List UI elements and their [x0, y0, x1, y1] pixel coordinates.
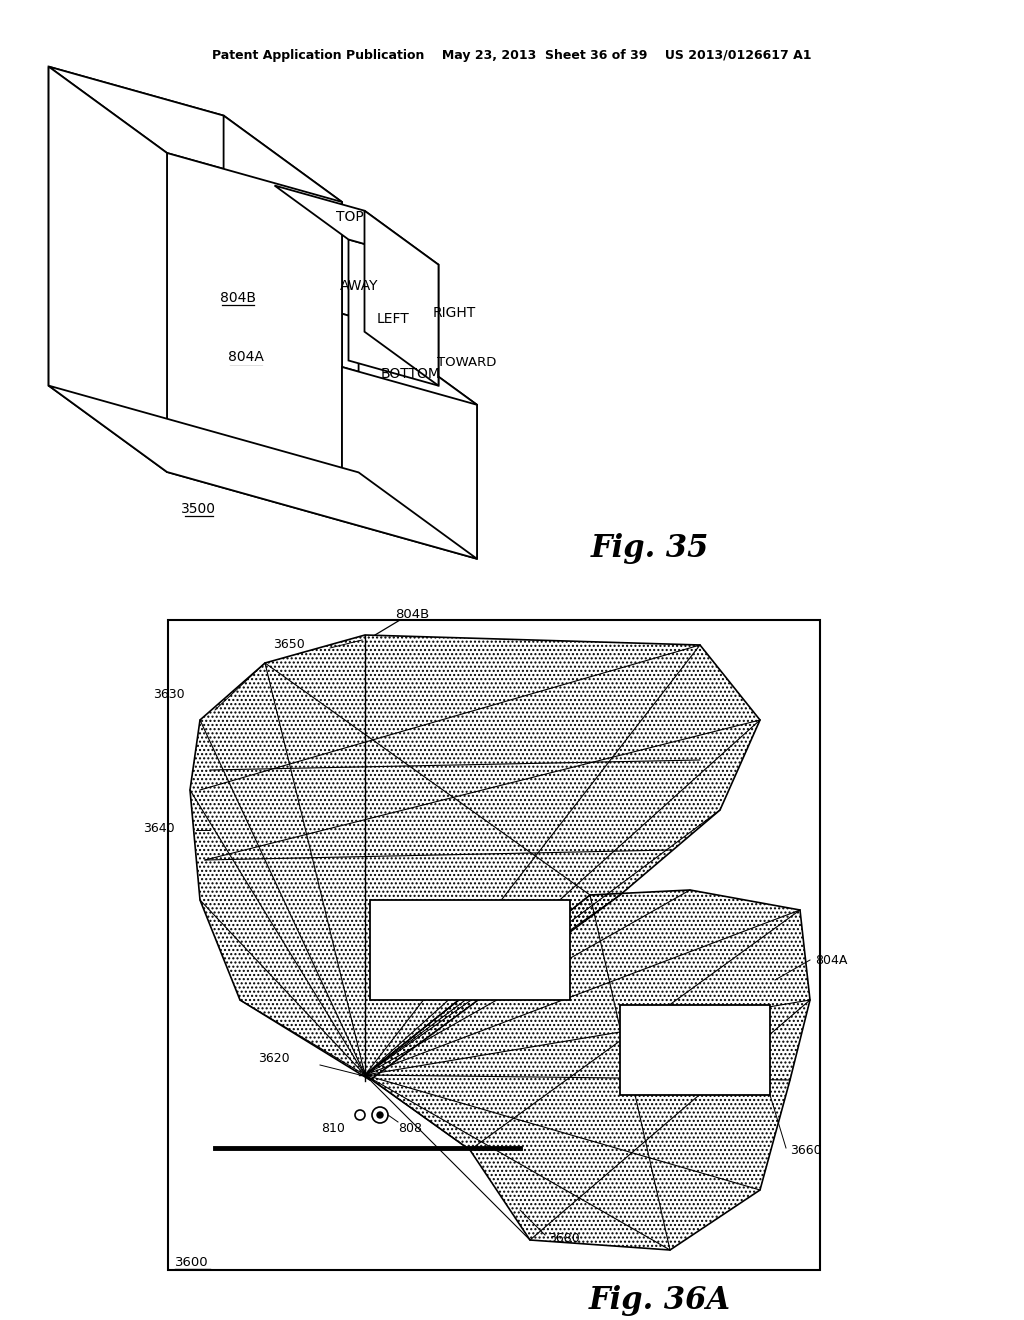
Polygon shape: [223, 281, 358, 473]
Polygon shape: [370, 900, 570, 1001]
Text: 804B: 804B: [220, 290, 256, 305]
Text: Fig. 36A: Fig. 36A: [589, 1284, 731, 1316]
Text: 804A: 804A: [815, 953, 848, 966]
Polygon shape: [342, 367, 477, 558]
Text: 810: 810: [322, 1122, 345, 1134]
Text: RIGHT: RIGHT: [433, 306, 476, 321]
Text: 808: 808: [398, 1122, 422, 1134]
Text: LEFT: LEFT: [377, 312, 410, 326]
Polygon shape: [348, 239, 438, 385]
Text: 804A: 804A: [228, 350, 264, 364]
Polygon shape: [274, 186, 438, 265]
Text: AWAY: AWAY: [340, 279, 378, 293]
Text: 804B: 804B: [395, 607, 429, 620]
Polygon shape: [167, 153, 342, 521]
Text: TOWARD: TOWARD: [437, 356, 497, 370]
Text: 3500: 3500: [181, 502, 216, 516]
Text: 3660: 3660: [790, 1143, 821, 1156]
Polygon shape: [48, 66, 223, 434]
Text: 3640: 3640: [143, 821, 175, 834]
Circle shape: [377, 1111, 383, 1118]
Polygon shape: [620, 1005, 770, 1096]
Text: 3630: 3630: [154, 689, 185, 701]
Polygon shape: [365, 211, 438, 385]
Text: 3600: 3600: [175, 1255, 209, 1269]
Polygon shape: [48, 385, 477, 558]
Text: 3650: 3650: [273, 639, 305, 652]
Text: 3670: 3670: [625, 1048, 656, 1061]
Polygon shape: [358, 318, 477, 558]
Polygon shape: [48, 231, 342, 367]
Text: BOTTOM: BOTTOM: [381, 367, 441, 381]
Polygon shape: [48, 66, 342, 202]
Text: Patent Application Publication    May 23, 2013  Sheet 36 of 39    US 2013/012661: Patent Application Publication May 23, 2…: [212, 49, 812, 62]
Polygon shape: [48, 66, 167, 473]
Polygon shape: [223, 281, 477, 405]
Text: Fig. 35: Fig. 35: [591, 532, 710, 564]
Bar: [168, 620, 820, 1270]
Polygon shape: [223, 116, 342, 367]
Text: 3620: 3620: [258, 1052, 290, 1064]
Text: TOP: TOP: [336, 210, 365, 224]
Text: 3680: 3680: [548, 1232, 580, 1245]
